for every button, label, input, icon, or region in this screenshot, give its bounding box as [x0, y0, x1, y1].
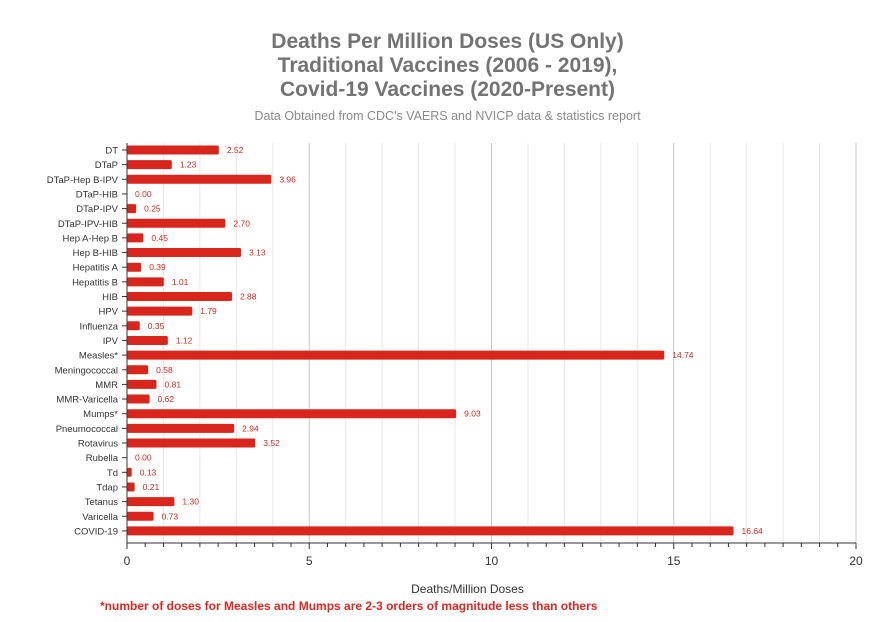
- y-tick-label: Pneumococcal: [56, 424, 118, 435]
- chart-title-line-2: Traditional Vaccines (2006 - 2019),: [277, 54, 618, 77]
- y-tick-label: MMR-Varicella: [56, 395, 118, 406]
- bar-value-label: 0.39: [149, 262, 166, 272]
- bar-value-label: 1.30: [182, 497, 199, 507]
- bar-value-label: 2.70: [233, 218, 250, 228]
- x-tick-label: 15: [667, 554, 681, 568]
- bar-value-label: 0.73: [162, 511, 179, 521]
- bar-value-label: 0.00: [135, 453, 152, 463]
- bar: [127, 423, 235, 433]
- bar: [127, 365, 149, 375]
- y-tick-label: Hepatitis A: [73, 263, 119, 274]
- bar-value-label: 1.12: [176, 335, 193, 345]
- bar: [127, 204, 137, 214]
- y-tick-label: DTaP: [95, 160, 118, 171]
- bar-value-label: 2.94: [242, 423, 259, 433]
- bar-value-label: 0.81: [165, 379, 182, 389]
- bar-value-label: 0.13: [140, 467, 157, 477]
- y-tick-label: Td: [107, 468, 118, 479]
- bar: [127, 145, 219, 155]
- bar: [127, 292, 232, 301]
- bar-value-label: 0.00: [135, 189, 152, 199]
- chart-title: Deaths Per Million Doses (US Only) Tradi…: [0, 30, 895, 102]
- y-tick-label: DTaP-IPV-HIB: [58, 219, 118, 230]
- grid-lines: [162, 143, 857, 543]
- bar-value-label: 2.52: [227, 145, 244, 155]
- y-tick-label: Tetanus: [85, 497, 119, 508]
- bar: [127, 467, 132, 477]
- bar-value-label: 3.96: [279, 174, 296, 184]
- bar: [127, 379, 157, 389]
- bar-value-label: 3.13: [249, 248, 266, 258]
- bar: [127, 438, 256, 448]
- y-tick-label: DTaP-IPV: [76, 204, 118, 215]
- y-tick-label: COVID-19: [74, 526, 118, 537]
- bar: [127, 409, 457, 419]
- bar-value-label: 9.03: [464, 409, 481, 419]
- y-tick-label: Tdap: [96, 482, 118, 493]
- bar: [127, 526, 734, 536]
- bar-value-label: 0.45: [151, 233, 168, 243]
- y-tick-label: IPV: [103, 336, 119, 347]
- bar-value-label: 0.35: [148, 321, 165, 331]
- bar-value-label: 14.74: [672, 350, 694, 360]
- y-tick-label: Rotavirus: [78, 439, 118, 450]
- x-axis-label: Deaths/Million Doses: [411, 582, 524, 596]
- chart-title-line-1: Deaths Per Million Doses (US Only): [271, 30, 624, 53]
- y-tick-label: Influenza: [79, 321, 118, 332]
- chart-title-line-3: Covid-19 Vaccines (2020-Present): [280, 78, 615, 101]
- x-tick-label: 0: [124, 554, 131, 568]
- y-tick-label: Rubella: [86, 453, 119, 464]
- bar: [127, 160, 172, 170]
- bar: [127, 497, 175, 507]
- bar: [127, 335, 168, 345]
- y-tick-label: DT: [105, 146, 118, 157]
- chart-subtitle: Data Obtained from CDC's VAERS and NVICP…: [254, 109, 641, 123]
- footnote: *number of doses for Measles and Mumps a…: [100, 599, 598, 613]
- y-tick-label: DTaP-Hep B-IPV: [47, 175, 119, 186]
- y-tick-label: HPV: [98, 307, 118, 318]
- axes: 0 5 10 15 20 DT DTaP DTaP-Hep B-IPV DTaP-HIB DTaP…: [47, 143, 863, 568]
- bar: [127, 233, 144, 243]
- y-tick-label: Meningococcal: [55, 365, 118, 376]
- y-tick-label: HIB: [102, 292, 118, 303]
- bar: [127, 248, 242, 258]
- bar-value-label: 2.88: [240, 292, 257, 302]
- bar-value-label: 1.01: [172, 277, 189, 287]
- bar-value-label: 1.23: [180, 160, 197, 170]
- bar: [127, 174, 272, 184]
- y-tick-label: Hep A-Hep B: [63, 233, 118, 244]
- y-tick-label: DTaP-HIB: [76, 189, 118, 200]
- bar-value-label: 0.62: [158, 394, 175, 404]
- bar: [127, 262, 142, 272]
- bar: [127, 277, 164, 287]
- x-tick-label: 20: [849, 554, 863, 568]
- bars: 2.52 1.23 3.96 0.00 0.25 2.70 0.45 3.13 0.39 1.01…: [127, 145, 763, 536]
- y-tick-label: Hep B-HIB: [73, 248, 118, 259]
- bar-value-label: 0.21: [143, 482, 160, 492]
- bar: [127, 218, 226, 228]
- bar-value-label: 0.58: [156, 365, 173, 375]
- y-tick-label: Varicella: [82, 512, 118, 523]
- y-tick-label: MMR: [95, 380, 118, 391]
- bar: [127, 482, 135, 492]
- bar: [127, 350, 665, 360]
- bar: [127, 306, 193, 316]
- x-tick-label: 10: [485, 554, 499, 568]
- bar-value-label: 16.64: [742, 526, 764, 536]
- bar-value-label: 0.25: [144, 204, 161, 214]
- x-tick-label: 5: [306, 554, 313, 568]
- y-tick-label: Mumps*: [83, 409, 118, 420]
- y-tick-label: Measles*: [79, 351, 118, 362]
- bar: [127, 394, 150, 404]
- bar: [127, 321, 140, 331]
- bar: [127, 511, 154, 521]
- bar-value-label: 1.79: [200, 306, 217, 316]
- bar-value-label: 3.52: [263, 438, 280, 448]
- y-tick-label: Hepatitis B: [72, 277, 118, 288]
